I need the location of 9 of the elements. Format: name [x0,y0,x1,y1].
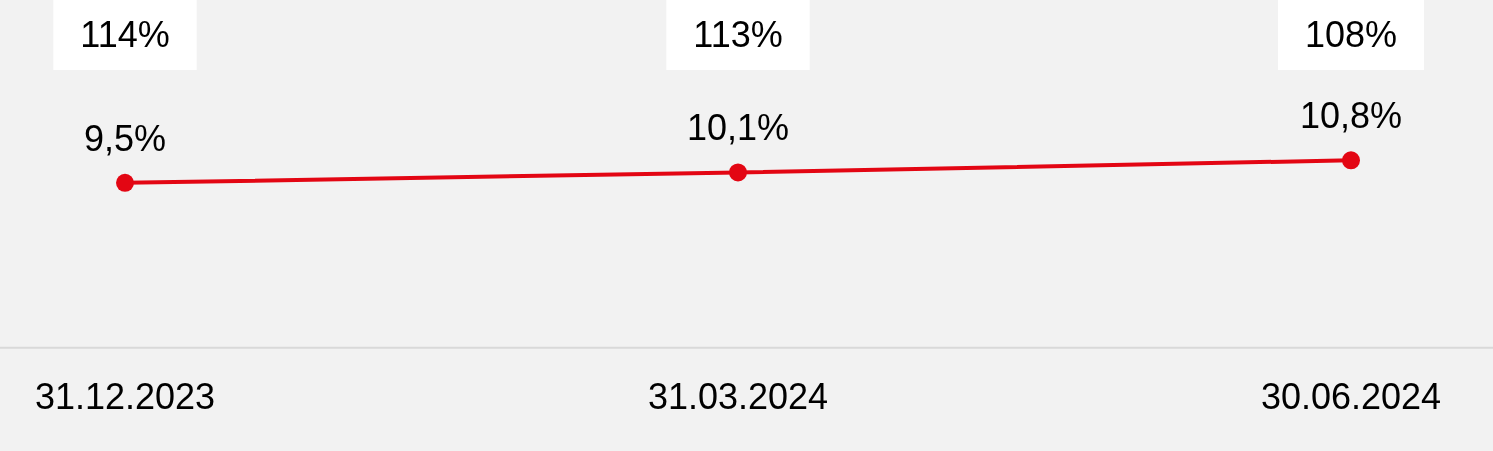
text: 108% [1304,13,1398,55]
text: 113% [693,13,783,55]
data-label: 10,1% [686,107,790,149]
data-label: 10,8% [1299,95,1403,137]
x-tick-label: 31.12.2023 [34,376,216,418]
text: 114% [80,13,170,55]
x-tick-label: 30.06.2024 [1260,376,1442,418]
x-tick-label: 31.03.2024 [647,376,829,418]
data-label: 9,5% [83,117,167,159]
